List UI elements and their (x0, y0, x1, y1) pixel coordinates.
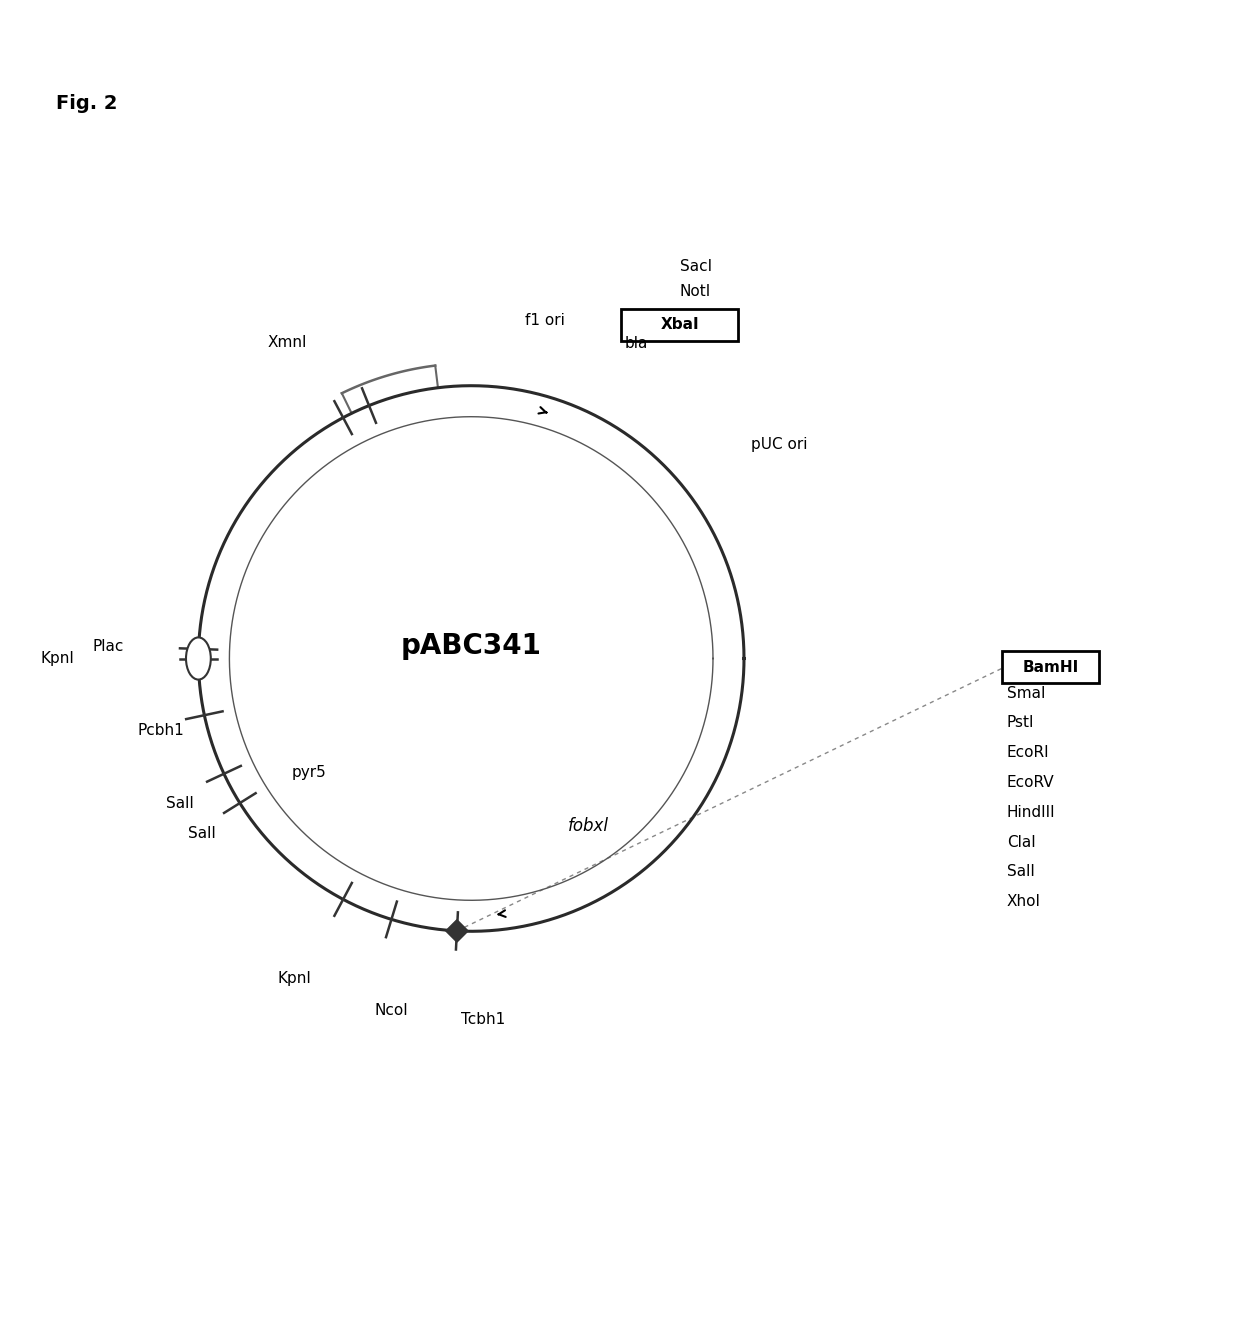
Text: ClaI: ClaI (1007, 835, 1035, 849)
Text: KpnI: KpnI (41, 651, 74, 666)
Text: EcoRV: EcoRV (1007, 774, 1054, 790)
Text: Pcbh1: Pcbh1 (138, 723, 185, 739)
Polygon shape (445, 919, 467, 942)
Text: NcoI: NcoI (374, 1002, 408, 1018)
Text: SacI: SacI (680, 259, 712, 274)
Text: pyr5: pyr5 (291, 765, 326, 780)
Ellipse shape (186, 637, 211, 680)
Text: NotI: NotI (680, 284, 711, 299)
Text: SalI: SalI (188, 826, 216, 840)
Text: KpnI: KpnI (278, 971, 311, 985)
FancyBboxPatch shape (1002, 651, 1099, 684)
Text: Plac: Plac (93, 639, 124, 655)
Text: f1 ori: f1 ori (525, 313, 564, 328)
Text: XhoI: XhoI (1007, 894, 1040, 909)
Text: SalI: SalI (1007, 864, 1034, 880)
Text: XbaI: XbaI (660, 317, 699, 332)
Text: PstI: PstI (1007, 715, 1034, 731)
Text: EcoRI: EcoRI (1007, 745, 1049, 760)
Text: HindIII: HindIII (1007, 805, 1055, 819)
Text: pUC ori: pUC ori (751, 437, 807, 452)
Text: SalI: SalI (166, 795, 193, 811)
Text: BamHI: BamHI (1022, 660, 1079, 674)
FancyBboxPatch shape (621, 308, 738, 341)
Text: fobxl: fobxl (568, 817, 609, 835)
Text: SmaI: SmaI (1007, 686, 1045, 701)
Text: bla: bla (624, 336, 647, 352)
Text: XmnI: XmnI (268, 336, 308, 350)
Text: Tcbh1: Tcbh1 (461, 1011, 506, 1027)
Text: pABC341: pABC341 (401, 632, 542, 660)
Text: Fig. 2: Fig. 2 (56, 95, 118, 113)
